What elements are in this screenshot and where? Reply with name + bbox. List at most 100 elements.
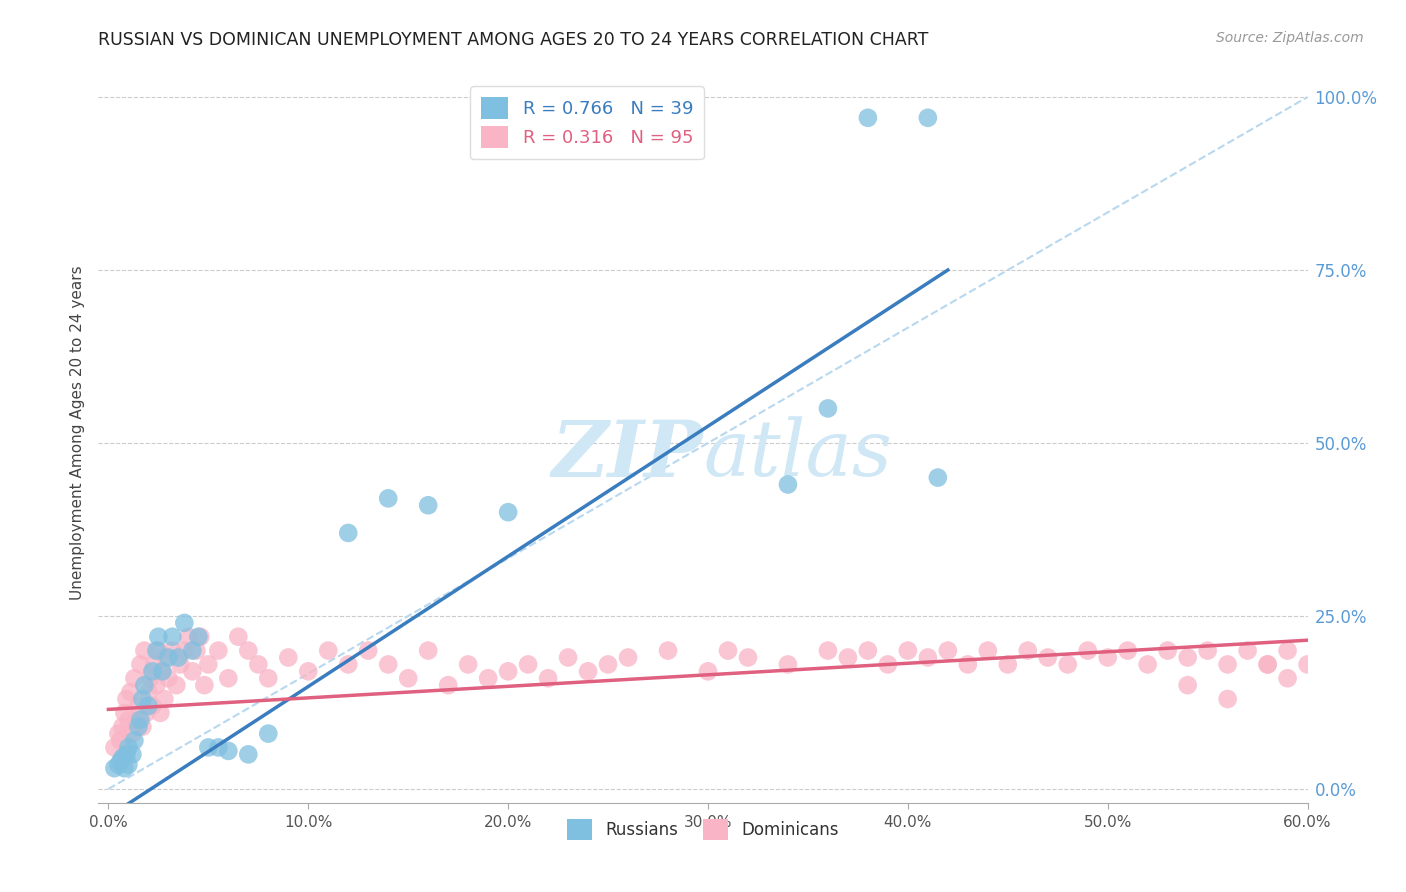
Point: [145, 678, 167, 692]
Point: [496, 665, 519, 679]
Point: [1017, 643, 1039, 657]
Point: [856, 111, 879, 125]
Point: [537, 671, 560, 685]
Point: [477, 671, 499, 685]
Point: [496, 505, 519, 519]
Point: [917, 650, 939, 665]
Point: [277, 650, 299, 665]
Point: [917, 111, 939, 125]
Point: [103, 761, 125, 775]
Point: [856, 643, 879, 657]
Point: [697, 665, 720, 679]
Point: [207, 740, 229, 755]
Point: [125, 713, 148, 727]
Point: [115, 692, 138, 706]
Point: [162, 630, 184, 644]
Point: [197, 740, 219, 755]
Point: [187, 630, 209, 644]
Point: [186, 643, 208, 657]
Point: [115, 747, 138, 762]
Point: [157, 650, 180, 665]
Point: [127, 698, 149, 713]
Point: [596, 657, 619, 672]
Point: [112, 706, 135, 720]
Point: [817, 643, 839, 657]
Text: atlas: atlas: [703, 417, 891, 493]
Point: [247, 657, 270, 672]
Point: [418, 643, 440, 657]
Point: [141, 698, 163, 713]
Point: [121, 726, 143, 740]
Point: [188, 630, 211, 644]
Point: [1156, 643, 1178, 657]
Point: [837, 650, 859, 665]
Point: [121, 747, 143, 762]
Point: [418, 498, 440, 512]
Text: RUSSIAN VS DOMINICAN UNEMPLOYMENT AMONG AGES 20 TO 24 YEARS CORRELATION CHART: RUSSIAN VS DOMINICAN UNEMPLOYMENT AMONG …: [98, 31, 929, 49]
Point: [1197, 643, 1219, 657]
Point: [181, 665, 204, 679]
Point: [1056, 657, 1078, 672]
Point: [1136, 657, 1159, 672]
Point: [316, 643, 339, 657]
Point: [124, 671, 146, 685]
Point: [138, 685, 160, 699]
Point: [1177, 650, 1199, 665]
Point: [228, 630, 250, 644]
Y-axis label: Unemployment Among Ages 20 to 24 years: Unemployment Among Ages 20 to 24 years: [69, 265, 84, 600]
Point: [1177, 678, 1199, 692]
Point: [167, 650, 190, 665]
Point: [337, 657, 360, 672]
Point: [107, 726, 129, 740]
Point: [157, 671, 180, 685]
Point: [776, 657, 799, 672]
Point: [117, 740, 139, 755]
Point: [1216, 692, 1239, 706]
Point: [149, 706, 172, 720]
Point: [207, 643, 229, 657]
Point: [117, 713, 139, 727]
Point: [517, 657, 540, 672]
Point: [131, 692, 153, 706]
Point: [257, 726, 280, 740]
Point: [217, 671, 239, 685]
Point: [139, 671, 162, 685]
Point: [127, 720, 149, 734]
Text: ZIP: ZIP: [551, 417, 703, 493]
Point: [124, 733, 146, 747]
Point: [737, 650, 759, 665]
Point: [117, 757, 139, 772]
Point: [377, 491, 399, 506]
Point: [557, 650, 579, 665]
Point: [1236, 643, 1258, 657]
Point: [150, 665, 173, 679]
Point: [134, 643, 156, 657]
Point: [977, 643, 1000, 657]
Point: [162, 643, 184, 657]
Point: [129, 657, 152, 672]
Point: [936, 643, 959, 657]
Point: [150, 665, 173, 679]
Point: [141, 665, 163, 679]
Point: [897, 643, 920, 657]
Point: [138, 698, 160, 713]
Point: [107, 757, 129, 772]
Point: [617, 650, 640, 665]
Point: [143, 657, 166, 672]
Point: [1216, 657, 1239, 672]
Point: [169, 657, 191, 672]
Point: [1277, 671, 1299, 685]
Point: [110, 733, 132, 747]
Point: [1097, 650, 1119, 665]
Point: [657, 643, 679, 657]
Point: [717, 643, 740, 657]
Point: [129, 713, 152, 727]
Point: [997, 657, 1019, 672]
Point: [357, 643, 380, 657]
Point: [337, 525, 360, 540]
Point: [181, 643, 204, 657]
Point: [148, 630, 170, 644]
Legend: Russians, Dominicans: Russians, Dominicans: [561, 813, 845, 847]
Point: [257, 671, 280, 685]
Point: [155, 650, 177, 665]
